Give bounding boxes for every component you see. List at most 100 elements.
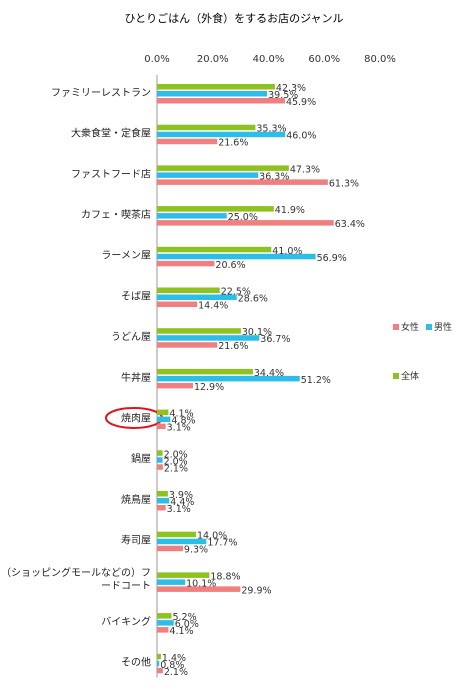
bar [157,124,256,131]
bar [157,260,215,267]
bar [157,505,166,511]
bar [157,491,168,497]
category-label: ラーメン屋 [101,250,151,262]
bar [157,220,334,226]
bar [157,382,193,389]
category-label: うどん屋 [111,331,151,343]
data-label: 36.7% [260,334,290,345]
data-labels: 42.3%39.5%45.9% 35.3%46.0% 21.6% 47.3%36.3%… [160,83,365,678]
data-label: 2.1% [164,667,188,678]
data-label: 3.9% [169,490,193,501]
bar [157,253,316,260]
data-label: 61.3% [329,178,359,189]
data-label: 4.1% [169,626,193,637]
data-label: 41.0% [272,246,302,257]
data-label: 51.2% [301,375,331,386]
bar [157,287,220,293]
x-tick-label: 80.0% [364,54,396,65]
bar [157,627,169,633]
bar [157,335,260,341]
bar [157,409,169,416]
x-tick-label: 60.0% [308,54,340,65]
data-label: 22.5% [221,287,251,298]
bar [157,301,198,307]
category-label: 焼鳥屋 [121,493,151,506]
bar [157,91,268,97]
bar [157,653,161,660]
bar [157,579,186,585]
category-label: そば屋 [121,290,151,302]
bar [157,179,328,185]
legend-label: 男性 [434,321,452,333]
category-label: （ショッピングモールなどの）フードコート [1,566,151,592]
data-label: 42.3% [276,83,306,94]
bar [157,98,285,104]
data-label: 2.0% [164,456,188,467]
data-label: 39.5% [268,90,298,101]
data-label: 3.1% [167,504,191,515]
category-label: 大衆食堂・定食屋 [71,127,151,140]
data-label: 20.6% [215,260,245,271]
legend-swatch [393,324,399,330]
bar [157,450,163,456]
bar [157,165,289,171]
category-label: カフェ・喫茶店 [81,208,151,221]
data-label: 1.4% [162,653,186,664]
data-label: 21.6% [218,341,248,352]
x-tick-label: 40.0% [253,54,285,65]
chart-title: ひとりごはん（外食）をするお店のジャンル [124,11,343,25]
bar [157,213,227,219]
data-label: 4.4% [170,497,194,508]
data-label: 0.8% [160,660,184,671]
bar [157,613,172,619]
category-label: 寿司屋 [121,534,151,547]
data-label: 28.6% [238,294,268,305]
bars [157,84,334,674]
category-label: 牛丼屋 [121,371,151,384]
bar [157,667,163,674]
bar [157,368,253,375]
data-label: 14.4% [198,301,228,312]
data-label: 41.9% [275,205,305,216]
bar [157,172,259,178]
category-label: バイキング [101,615,151,628]
bar [157,464,163,470]
bar [157,138,218,145]
data-label: 2.1% [164,463,188,474]
bar [157,498,170,504]
legend-label: 全体 [401,370,419,382]
data-label: 3.1% [167,423,191,434]
bar [157,246,272,253]
data-label: 45.9% [286,97,316,108]
data-label: 35.3% [256,124,286,135]
legend-swatch [426,324,432,330]
x-tick-label: 0.0% [144,54,169,65]
data-label: 14.0% [197,531,227,542]
bar [157,586,241,592]
legend-swatch [393,373,399,379]
category-labels: ファミリーレストラン大衆食堂・定食屋ファストフード店カフェ・喫茶店ラーメン屋そば… [1,87,163,669]
data-label: 18.8% [210,571,240,582]
data-label: 5.2% [172,612,196,623]
bar [157,342,218,348]
category-label: 鍋屋 [131,452,151,465]
bar [157,660,160,667]
x-tick-label: 20.0% [197,54,229,65]
bar [157,84,275,90]
category-label: 焼肉屋 [121,411,151,424]
data-label: 34.4% [254,368,284,379]
bar [157,572,210,578]
bar [157,375,300,382]
bar [157,328,241,334]
bar [157,538,207,545]
bar [157,423,166,430]
data-label: 56.9% [317,253,347,264]
bar [157,206,274,212]
data-label: 25.0% [228,212,258,223]
data-label: 21.6% [218,138,248,149]
bar [157,545,183,552]
data-label: 17.7% [207,538,237,549]
data-label: 47.3% [290,164,320,175]
bar [157,294,237,300]
